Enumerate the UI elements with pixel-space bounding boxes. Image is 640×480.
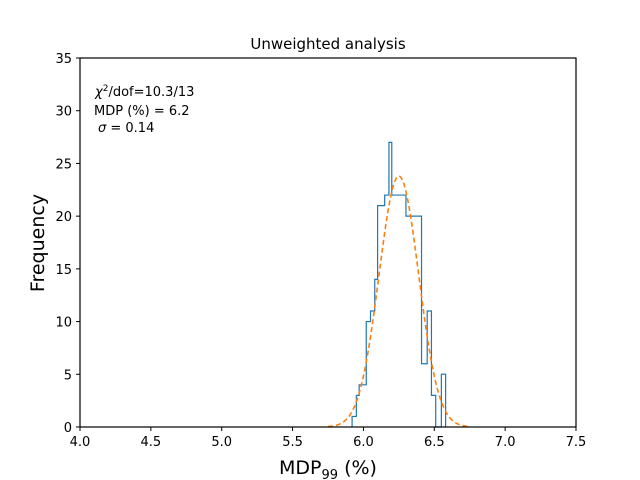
y-tick-label: 0 bbox=[64, 421, 72, 436]
x-axis-label: MDP99 (%) bbox=[279, 457, 377, 480]
x-tick-label: 4.0 bbox=[70, 435, 91, 450]
x-axis-label-suffix: (%) bbox=[338, 457, 377, 479]
x-tick-label: 5.5 bbox=[282, 435, 303, 450]
plot-area bbox=[79, 57, 577, 428]
y-tick-label: 25 bbox=[55, 157, 72, 172]
x-axis-label-main: MDP bbox=[279, 457, 321, 479]
y-tick-label: 10 bbox=[55, 316, 72, 331]
y-tick-label: 5 bbox=[64, 368, 72, 383]
chi-superscript: 2 bbox=[103, 84, 109, 94]
stats-annotation: χ2/dof=10.3/13 MDP (%) = 6.2 σ = 0.14 bbox=[94, 84, 194, 136]
sigma-value: = 0.14 bbox=[106, 121, 154, 136]
chi-symbol: χ bbox=[94, 85, 104, 100]
y-tick-label: 20 bbox=[55, 210, 72, 225]
x-tick-label: 4.5 bbox=[141, 435, 162, 450]
mdp-annotation: MDP (%) = 6.2 bbox=[94, 104, 190, 119]
axes-frame bbox=[79, 57, 577, 428]
chart-title: Unweighted analysis bbox=[250, 35, 405, 53]
y-tick-label: 30 bbox=[55, 105, 72, 120]
y-tick-label: 35 bbox=[55, 52, 72, 67]
x-tick-label: 7.0 bbox=[495, 435, 516, 450]
sigma-symbol: σ bbox=[98, 121, 107, 136]
x-tick-label: 6.5 bbox=[424, 435, 445, 450]
y-tick-label: 15 bbox=[55, 263, 72, 278]
x-tick-label: 5.0 bbox=[211, 435, 232, 450]
y-axis-ticks: 0 5 10 15 20 25 30 35 bbox=[55, 52, 80, 436]
histogram-outline bbox=[351, 141, 447, 428]
x-axis-label-subscript: 99 bbox=[322, 468, 339, 480]
x-tick-label: 7.5 bbox=[566, 435, 587, 450]
x-tick-label: 6.0 bbox=[353, 435, 374, 450]
x-axis-ticks: 4.0 4.5 5.0 5.5 6.0 6.5 7.0 7.5 bbox=[70, 427, 587, 450]
sigma-annotation: σ = 0.14 bbox=[98, 121, 154, 136]
chi2-dof-value: /dof=10.3/13 bbox=[108, 85, 194, 100]
y-axis-label: Frequency bbox=[27, 194, 49, 292]
chi2-annotation: χ2/dof=10.3/13 bbox=[94, 84, 194, 100]
gaussian-fit-line bbox=[327, 175, 470, 428]
